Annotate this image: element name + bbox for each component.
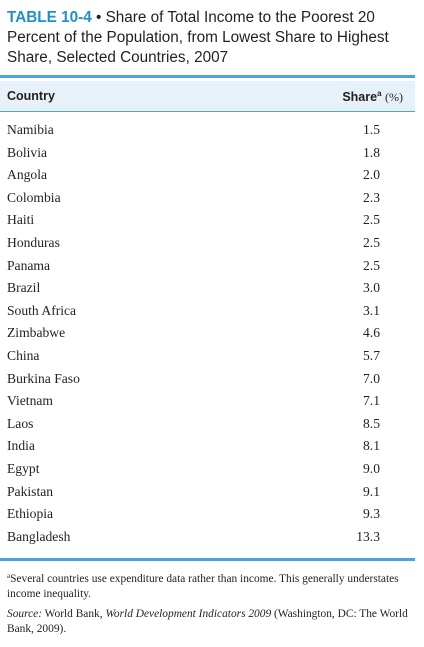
row-country: Laos <box>7 415 34 431</box>
source-note: Source: World Bank, World Development In… <box>7 607 409 637</box>
row-country: Angola <box>7 167 48 183</box>
table-row: Bolivia 1.8 <box>0 143 415 166</box>
source-publisher: World Bank, <box>44 608 103 620</box>
table-row: Burkina Faso 7.0 <box>0 369 415 392</box>
table-row: India 8.1 <box>0 436 415 459</box>
row-share: 13.3 <box>356 528 380 544</box>
footnote-text: Several countries use expenditure data r… <box>7 573 399 600</box>
row-country: South Africa <box>7 302 77 318</box>
row-country: Haiti <box>7 212 35 228</box>
table-row: Ethiopia 9.3 <box>0 504 415 527</box>
row-country: Ethiopia <box>7 506 54 522</box>
row-share: 8.5 <box>363 415 380 431</box>
row-country: Egypt <box>7 460 40 476</box>
row-country: Brazil <box>7 280 41 296</box>
table-row: Pakistan 9.1 <box>0 482 415 505</box>
table-row: South Africa 3.1 <box>0 301 415 324</box>
table-title: TABLE 10-4 • Share of Total Income to th… <box>7 8 415 68</box>
header-share: Sharea (%) <box>342 89 403 105</box>
table-header: Country Sharea (%) <box>0 81 415 111</box>
row-country: Zimbabwe <box>7 325 66 341</box>
footnote-marker: a <box>7 572 11 580</box>
row-share: 9.3 <box>363 506 380 522</box>
header-country: Country <box>7 89 55 103</box>
row-share: 5.7 <box>363 347 380 363</box>
row-share: 3.1 <box>363 302 380 318</box>
row-country: Honduras <box>7 234 60 250</box>
row-country: China <box>7 347 40 363</box>
table-row: China 5.7 <box>0 346 415 369</box>
title-separator: • <box>95 9 102 26</box>
table-row: Egypt 9.0 <box>0 459 415 482</box>
footnote: aSeveral countries use expenditure data … <box>7 569 409 602</box>
table-row: Honduras 2.5 <box>0 233 415 256</box>
table-row: Bangladesh 13.3 <box>0 527 415 550</box>
row-share: 2.5 <box>363 212 380 228</box>
bottom-rule <box>0 558 415 561</box>
row-country: Burkina Faso <box>7 370 80 386</box>
header-share-marker: a <box>377 89 382 98</box>
row-country: India <box>7 438 35 454</box>
row-share: 8.1 <box>363 438 380 454</box>
table-row: Laos 8.5 <box>0 414 415 437</box>
row-country: Bangladesh <box>7 528 71 544</box>
table-row: Namibia 1.5 <box>0 120 415 143</box>
row-share: 7.0 <box>363 370 380 386</box>
row-country: Bolivia <box>7 144 48 160</box>
row-country: Panama <box>7 257 51 273</box>
row-share: 2.5 <box>363 257 380 273</box>
source-details: (Washington, DC: The World Bank, 2009). <box>7 608 408 635</box>
row-share: 7.1 <box>363 393 380 409</box>
row-share: 3.0 <box>363 280 380 296</box>
table-label: TABLE 10-4 <box>7 9 92 26</box>
table-row: Colombia 2.3 <box>0 188 415 211</box>
row-share: 2.0 <box>363 167 380 183</box>
row-share: 9.1 <box>363 483 380 499</box>
row-share: 1.8 <box>363 144 380 160</box>
row-country: Colombia <box>7 189 61 205</box>
table-row: Angola 2.0 <box>0 165 415 188</box>
row-share: 9.0 <box>363 460 380 476</box>
table-row: Panama 2.5 <box>0 256 415 279</box>
source-work: World Development Indicators 2009 <box>105 608 272 620</box>
top-rule <box>0 75 415 78</box>
table-row: Haiti 2.5 <box>0 210 415 233</box>
row-share: 1.5 <box>363 122 380 137</box>
table-row: Brazil 3.0 <box>0 278 415 301</box>
table-row: Vietnam 7.1 <box>0 391 415 414</box>
row-share: 2.3 <box>363 189 380 205</box>
header-rule <box>0 111 415 112</box>
table-title-text: Share of Total Income to the Poorest 20 … <box>7 9 389 66</box>
header-share-unit: (%) <box>385 90 403 104</box>
source-label: Source: <box>7 608 43 620</box>
row-country: Vietnam <box>7 393 53 409</box>
row-share: 2.5 <box>363 234 380 250</box>
row-country: Pakistan <box>7 483 54 499</box>
row-country: Namibia <box>7 122 54 137</box>
header-share-label: Share <box>342 90 378 104</box>
row-share: 4.6 <box>363 325 380 341</box>
table-body: Namibia 1.5 Bolivia 1.8 Angola 2.0 Colombia 2.3… <box>0 120 415 549</box>
table-row: Zimbabwe 4.6 <box>0 323 415 346</box>
